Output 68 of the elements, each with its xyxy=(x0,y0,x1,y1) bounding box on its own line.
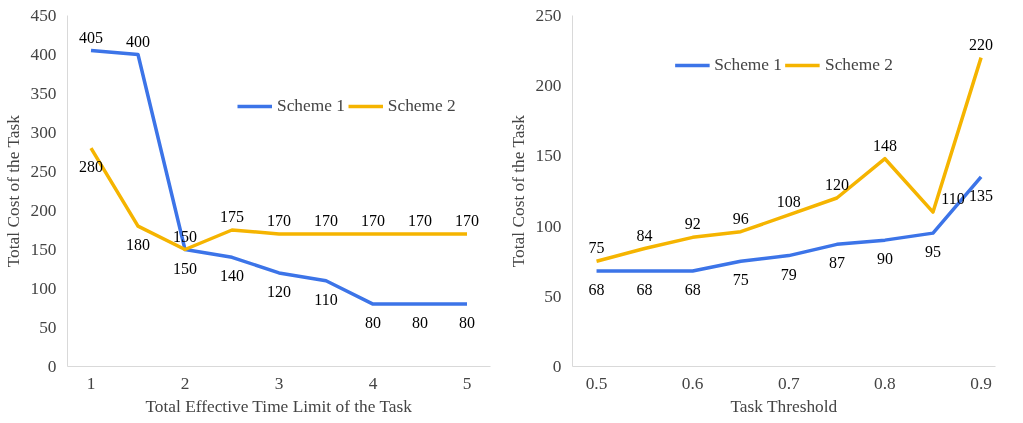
x-tick-label: 0.7 xyxy=(777,373,800,393)
y-tick-label: 200 xyxy=(30,201,57,220)
data-label: 79 xyxy=(780,265,797,283)
y-tick-label: 150 xyxy=(30,240,57,259)
data-label: 90 xyxy=(876,250,893,268)
data-label: 75 xyxy=(588,239,605,257)
data-label: 80 xyxy=(365,314,381,332)
x-tick-label: 2 xyxy=(180,373,190,393)
legend-label: Scheme 1 xyxy=(714,55,782,75)
data-label: 400 xyxy=(126,32,150,50)
y-tick-label: 450 xyxy=(30,6,57,25)
x-tick-label: 0.6 xyxy=(681,373,704,393)
x-tick-label: 0.9 xyxy=(970,373,992,393)
data-label: 405 xyxy=(79,28,103,46)
y-tick-label: 200 xyxy=(535,76,562,96)
data-label: 120 xyxy=(824,176,849,194)
y-tick-label: 300 xyxy=(30,123,57,142)
y-axis-title: Total Cost of the Task xyxy=(508,114,528,268)
x-tick-label: 4 xyxy=(368,373,378,393)
data-label: 170 xyxy=(314,211,338,229)
y-tick-label: 50 xyxy=(39,318,57,337)
data-label: 92 xyxy=(684,215,701,233)
x-tick-label: 3 xyxy=(274,373,284,393)
data-label: 75 xyxy=(732,271,749,289)
x-axis-title: Total Effective Time Limit of the Task xyxy=(145,396,413,416)
y-tick-label: 250 xyxy=(535,6,562,25)
legend-label: Scheme 2 xyxy=(387,96,456,116)
data-label: 68 xyxy=(636,281,653,299)
y-tick-label: 100 xyxy=(30,279,57,298)
y-tick-label: 150 xyxy=(535,146,562,166)
y-axis-title: Total Cost of the Task xyxy=(3,114,23,268)
data-label: 170 xyxy=(455,211,479,229)
data-label: 120 xyxy=(267,282,291,300)
data-label: 95 xyxy=(925,243,942,261)
data-label: 175 xyxy=(220,208,244,225)
x-tick-label: 1 xyxy=(86,373,96,393)
y-tick-label: 0 xyxy=(47,357,57,376)
data-label: 170 xyxy=(267,211,291,229)
x-tick-label: 0.8 xyxy=(874,373,896,393)
data-label: 280 xyxy=(79,158,103,176)
x-tick-label: 0.5 xyxy=(585,373,608,393)
data-label: 68 xyxy=(684,281,701,299)
data-label: 110 xyxy=(314,290,338,308)
data-label: 170 xyxy=(408,211,432,229)
data-label: 135 xyxy=(969,186,994,204)
data-label: 140 xyxy=(220,267,244,285)
legend-label: Scheme 2 xyxy=(825,55,893,75)
data-label: 96 xyxy=(732,209,749,227)
y-tick-label: 0 xyxy=(552,357,562,376)
y-tick-label: 50 xyxy=(544,286,562,306)
data-label: 80 xyxy=(459,314,475,332)
y-tick-label: 350 xyxy=(30,84,57,103)
x-tick-label: 5 xyxy=(462,373,472,393)
data-label: 180 xyxy=(126,236,150,254)
data-label: 87 xyxy=(828,254,845,272)
y-tick-label: 250 xyxy=(30,162,57,181)
data-label: 170 xyxy=(361,211,385,229)
data-label: 68 xyxy=(588,281,605,299)
data-label: 150 xyxy=(173,259,197,277)
data-label: 108 xyxy=(776,192,801,210)
data-label: 84 xyxy=(636,226,653,244)
y-tick-label: 400 xyxy=(30,45,57,64)
data-label: 220 xyxy=(969,35,994,53)
x-axis-title: Task Threshold xyxy=(730,396,838,416)
y-tick-label: 100 xyxy=(535,216,562,236)
legend-label: Scheme 1 xyxy=(277,96,345,116)
data-label: 80 xyxy=(412,314,428,332)
data-label: 148 xyxy=(872,136,897,154)
